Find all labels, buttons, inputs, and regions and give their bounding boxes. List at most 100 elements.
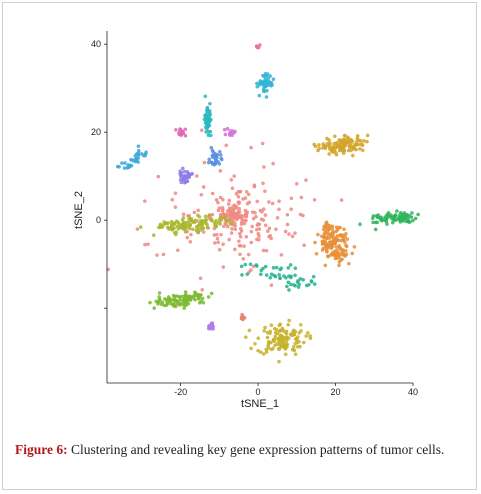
data-point [184, 294, 188, 298]
data-point [278, 322, 283, 327]
data-point [274, 265, 279, 270]
data-point [246, 192, 251, 197]
data-point [227, 237, 231, 242]
data-point [188, 294, 192, 299]
data-point [201, 185, 206, 189]
data-point [395, 209, 399, 213]
data-point [345, 237, 350, 241]
data-point [284, 331, 289, 336]
data-point [238, 234, 243, 239]
data-point [329, 234, 334, 239]
cluster-18 [239, 312, 247, 322]
data-point [227, 198, 232, 203]
data-point [337, 148, 342, 153]
data-point [181, 227, 186, 231]
data-point [251, 216, 256, 221]
data-point [160, 225, 165, 229]
cluster-16 [174, 127, 188, 138]
data-point [123, 161, 127, 165]
points-layer [106, 43, 420, 364]
data-point [194, 174, 199, 178]
data-point [156, 302, 160, 306]
data-point [324, 242, 328, 247]
data-point [206, 116, 211, 121]
data-point [200, 222, 205, 227]
data-point [312, 197, 317, 202]
data-point [247, 328, 252, 333]
data-point [271, 265, 276, 270]
data-point [275, 215, 280, 220]
data-point [170, 222, 174, 226]
data-point [209, 218, 214, 223]
data-point [167, 297, 171, 302]
data-point [206, 326, 211, 331]
data-point [285, 222, 290, 227]
data-point [316, 148, 320, 153]
data-point [216, 240, 221, 245]
data-point [175, 224, 180, 229]
data-point [323, 263, 328, 268]
data-point [337, 263, 341, 268]
data-point [410, 211, 414, 215]
data-point [280, 326, 285, 331]
data-point [197, 300, 202, 305]
data-point [238, 243, 243, 248]
tsne-scatter-plot: -20 0 20 40 0 20 40 tSNE_1 tSNE_2 [73, 31, 420, 410]
data-point [265, 335, 270, 340]
data-point [241, 256, 246, 261]
data-point [328, 147, 332, 151]
data-point [196, 213, 200, 218]
data-point [351, 144, 356, 149]
data-point [260, 141, 265, 146]
data-point [299, 195, 304, 200]
data-point [250, 224, 254, 229]
data-point [267, 200, 271, 204]
data-point [277, 272, 282, 277]
data-point [341, 137, 346, 142]
data-point [218, 169, 223, 173]
data-point [292, 332, 297, 337]
data-point [279, 253, 284, 257]
data-point [136, 151, 140, 155]
data-point [334, 244, 338, 249]
data-point [189, 232, 193, 237]
data-point [261, 218, 266, 222]
x-axis-label: tSNE_1 [241, 398, 279, 410]
data-point [228, 133, 232, 137]
data-point [217, 247, 222, 252]
data-point [298, 322, 303, 327]
data-point [237, 239, 241, 243]
data-point [179, 174, 183, 179]
data-point [210, 153, 215, 158]
data-point [212, 233, 217, 237]
data-point [261, 207, 266, 211]
data-point [217, 162, 222, 166]
data-point [212, 220, 217, 225]
data-point [316, 232, 320, 237]
data-point [285, 284, 289, 289]
data-point [240, 273, 244, 277]
data-point [286, 322, 291, 327]
data-point [233, 129, 237, 134]
data-point [286, 266, 291, 270]
data-point [180, 294, 185, 299]
data-point [397, 216, 401, 221]
data-point [269, 347, 274, 352]
data-point [181, 299, 186, 303]
data-point [244, 234, 249, 239]
data-point [226, 218, 230, 223]
data-point [384, 219, 389, 224]
data-point [304, 178, 308, 182]
data-point [209, 291, 214, 296]
data-point [156, 174, 161, 179]
data-point [268, 340, 273, 345]
data-point [335, 144, 339, 149]
data-point [120, 161, 124, 165]
data-point [169, 301, 173, 306]
data-point [186, 220, 190, 225]
data-point [237, 231, 242, 236]
data-point [261, 266, 265, 271]
data-point [180, 166, 185, 171]
data-point [349, 148, 353, 153]
data-point [274, 227, 278, 231]
